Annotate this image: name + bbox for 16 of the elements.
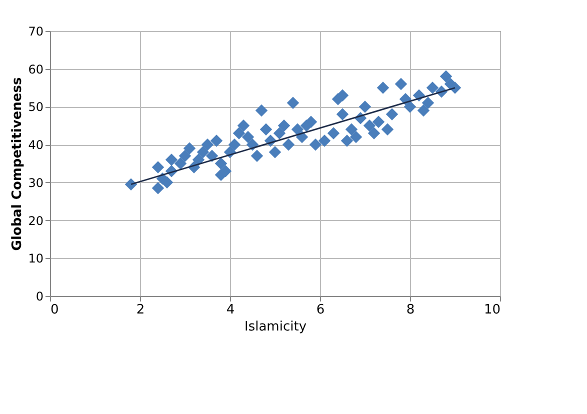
x-axis-title: Islamicity: [244, 320, 307, 334]
y-tick-label: 70: [28, 24, 44, 38]
x-tick-label: 4: [226, 302, 235, 318]
y-tick-label: 30: [28, 176, 44, 190]
x-tick-label: 6: [316, 302, 325, 318]
x-tick-label: 0: [50, 302, 59, 318]
y-tick-label: 10: [28, 252, 44, 266]
x-tick-label: 8: [406, 302, 415, 318]
y-tick-label: 40: [28, 138, 44, 152]
x-tick-label: 10: [484, 302, 500, 318]
x-tick-label: 2: [136, 302, 145, 318]
y-tick-label: 60: [28, 62, 44, 76]
y-axis-title: Global Competitiveness: [10, 77, 26, 251]
y-tick-label: 50: [28, 100, 44, 114]
y-tick-label: 20: [28, 214, 44, 228]
y-tick-label: 0: [36, 290, 44, 304]
